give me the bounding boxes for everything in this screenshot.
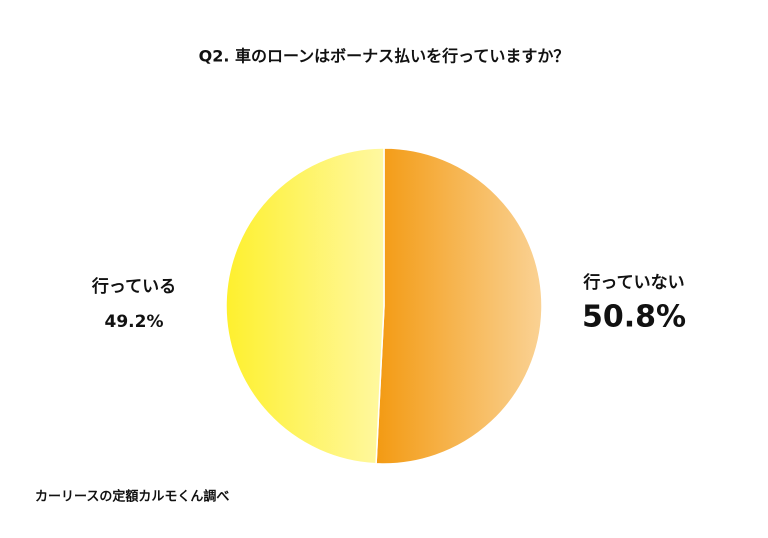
slice-label: 行っていない <box>582 272 684 293</box>
source-note: カーリースの定額カルモくん調べ <box>35 489 229 505</box>
value-label: 50.8% <box>582 300 686 335</box>
pie-slice <box>225 147 385 465</box>
pie-slice <box>375 147 543 465</box>
chart-title: Q2. 車のローンはボーナス払いを行っていますか？ <box>199 47 570 66</box>
value-label: 49.2% <box>105 312 164 332</box>
slice-label: 行っている <box>91 276 176 297</box>
